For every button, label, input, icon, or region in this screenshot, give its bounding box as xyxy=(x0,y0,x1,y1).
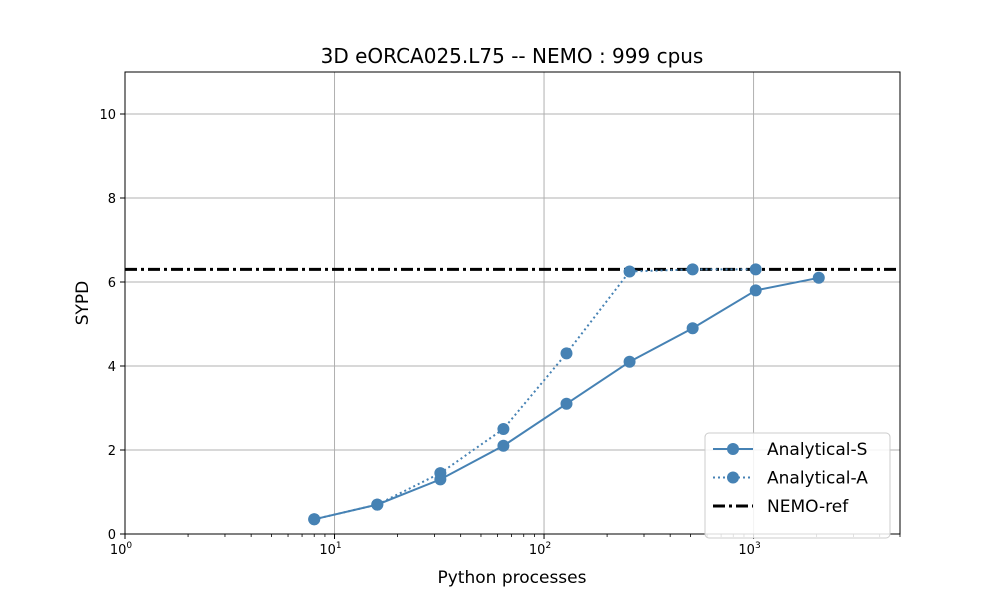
x-axis-label: Python processes xyxy=(438,568,587,588)
y-tick-label: 6 xyxy=(108,276,116,291)
plot-frame xyxy=(124,71,901,535)
data-point xyxy=(749,263,762,276)
x-tick-label: 103 xyxy=(738,541,760,558)
legend-marker xyxy=(727,471,739,484)
legend-marker xyxy=(727,443,739,455)
y-tick-label: 0 xyxy=(108,528,116,543)
x-tick-label: 101 xyxy=(319,541,341,558)
data-point xyxy=(434,467,447,480)
series-analytical-a xyxy=(308,263,762,526)
series-layer xyxy=(308,263,825,526)
data-point xyxy=(308,513,321,526)
y-tick-label: 8 xyxy=(108,192,116,207)
chart-title: 3D eORCA025.L75 -- NEMO : 999 cpus xyxy=(321,44,704,68)
data-point xyxy=(686,322,699,335)
y-tick-label: 2 xyxy=(108,444,116,459)
data-point xyxy=(623,355,636,368)
legend: Analytical-S Analytical-A NEMO-ref xyxy=(704,432,891,539)
data-point xyxy=(623,265,636,278)
legend-label: Analytical-S xyxy=(767,440,867,460)
y-tick-label: 4 xyxy=(108,360,116,375)
x-tick-label: 102 xyxy=(529,541,551,558)
data-point xyxy=(812,271,825,284)
data-point xyxy=(371,498,384,511)
x-tick-label: 100 xyxy=(110,541,133,558)
data-point xyxy=(560,347,573,360)
legend-label: NEMO-ref xyxy=(767,497,849,517)
legend-label: Analytical-A xyxy=(767,469,868,489)
data-point xyxy=(749,284,762,297)
data-point xyxy=(497,439,510,452)
data-point xyxy=(560,397,573,410)
x-axis: 100 101 102 103 xyxy=(110,534,901,558)
legend-box xyxy=(704,432,891,539)
data-point xyxy=(497,423,510,435)
series-line xyxy=(313,268,756,521)
y-tick-label: 10 xyxy=(99,108,116,123)
y-axis: 0 2 4 6 8 10 xyxy=(99,108,125,543)
data-point xyxy=(686,263,699,276)
y-axis-label: SYPD xyxy=(73,281,93,326)
